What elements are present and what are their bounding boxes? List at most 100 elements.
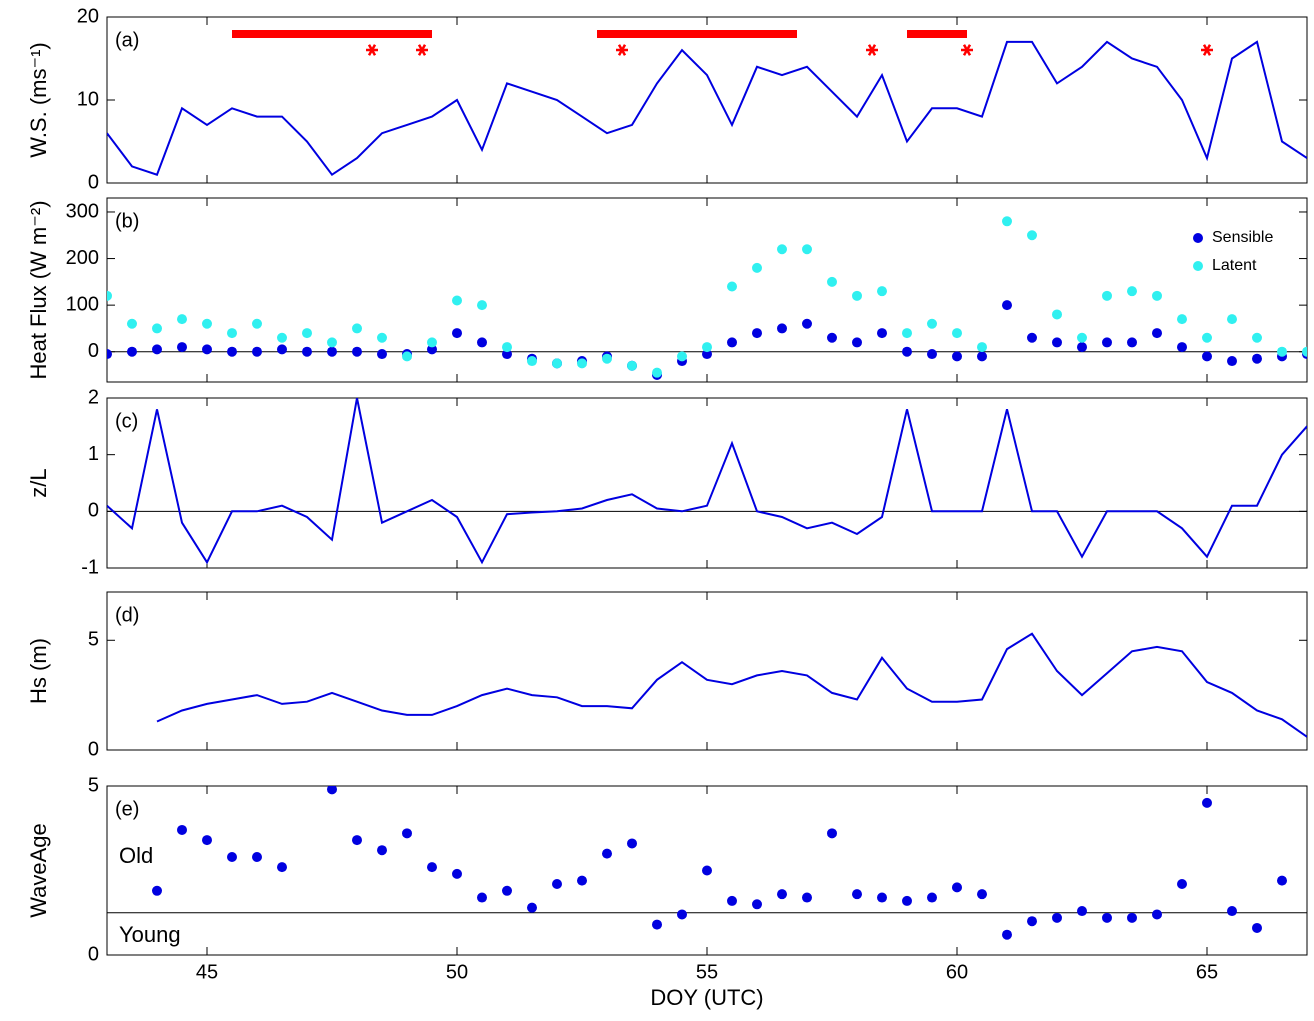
- data-point: [777, 323, 787, 334]
- data-point: [1177, 342, 1187, 353]
- data-point: [1127, 286, 1137, 297]
- data-point: [227, 851, 237, 862]
- data-point: [227, 346, 237, 357]
- data-point: [1252, 332, 1262, 343]
- data-point: [752, 262, 762, 273]
- panel: 0 10 20 W.S. (ms⁻¹) (a): [26, 5, 1308, 193]
- data-point: [527, 356, 537, 367]
- data-point: [327, 786, 337, 795]
- data-point: [952, 328, 962, 339]
- x-axis-label: DOY (UTC): [650, 985, 763, 1010]
- event-marker: [1201, 44, 1213, 56]
- plot-frame: [106, 16, 1308, 184]
- panel-label: (c): [115, 410, 138, 432]
- annotation: Young: [119, 922, 181, 947]
- plot-area: [156, 632, 1307, 738]
- data-point: [377, 845, 387, 856]
- data-point: [152, 323, 162, 334]
- data-point: [177, 342, 187, 353]
- data-point: [427, 337, 437, 348]
- data-point: [1252, 922, 1262, 933]
- data-point: [827, 332, 837, 343]
- data-point: [727, 337, 737, 348]
- plot-frame: [106, 591, 1308, 751]
- data-point: [1102, 912, 1112, 923]
- data-point: [302, 346, 312, 357]
- y-axis-label: W.S. (ms⁻¹): [26, 42, 51, 157]
- data-point: [252, 346, 262, 357]
- plot-area: [107, 216, 1307, 381]
- data-point: [927, 892, 937, 903]
- data-point: [352, 346, 362, 357]
- data-point: [702, 865, 712, 876]
- data-point: [1227, 906, 1237, 917]
- data-point: [202, 318, 212, 329]
- data-point: [1002, 300, 1012, 311]
- data-point: [1127, 912, 1137, 923]
- data-point: [802, 318, 812, 329]
- data-point: [1077, 906, 1087, 917]
- data-point: [727, 281, 737, 292]
- y-tick-label: 5: [88, 774, 99, 796]
- data-point: [827, 276, 837, 287]
- data-point: [1027, 332, 1037, 343]
- panel-label: (a): [115, 29, 139, 51]
- y-tick-label: 0: [88, 738, 99, 760]
- panel: 0 100 200 300 Heat Flux (W m⁻²) (b) Sensible La…: [26, 197, 1308, 383]
- y-tick-label: 2: [88, 386, 99, 408]
- data-point: [452, 328, 462, 339]
- data-point: [802, 244, 812, 255]
- data-point: [152, 344, 162, 355]
- data-point: [977, 351, 987, 362]
- data-point: [352, 323, 362, 334]
- legend-swatch: [1193, 233, 1203, 243]
- data-point: [1102, 337, 1112, 348]
- data-point: [777, 889, 787, 900]
- data-point: [952, 351, 962, 362]
- data-point: [202, 344, 212, 355]
- legend-label: Sensible: [1212, 229, 1273, 246]
- data-point: [1152, 909, 1162, 920]
- data-point: [1052, 337, 1062, 348]
- data-point: [427, 344, 437, 355]
- y-tick-label: 300: [66, 200, 99, 222]
- panel-label: (e): [115, 798, 139, 820]
- data-point: [852, 889, 862, 900]
- data-point: [177, 314, 187, 325]
- data-point: [377, 332, 387, 343]
- data-line: [107, 398, 1307, 565]
- data-point: [577, 358, 587, 369]
- data-point: [477, 337, 487, 348]
- y-tick-label: 20: [77, 5, 99, 27]
- data-point: [602, 353, 612, 364]
- panel: -1 0 1 2 z/L (c): [26, 386, 1308, 578]
- data-point: [452, 295, 462, 306]
- panel-label: (d): [115, 604, 139, 626]
- data-point: [1227, 356, 1237, 367]
- panel: 45 50 55 60 65 0 5 WaveAge DOY (UTC) (e) Old Young: [26, 774, 1308, 1010]
- data-point: [627, 360, 637, 371]
- panel: 0 5 Hs (m) (d): [26, 591, 1308, 760]
- data-point: [302, 328, 312, 339]
- data-point: [1077, 342, 1087, 353]
- data-point: [1052, 309, 1062, 320]
- data-point: [177, 824, 187, 835]
- data-point: [1077, 332, 1087, 343]
- data-point: [1302, 346, 1307, 357]
- data-point: [802, 892, 812, 903]
- event-marker: [961, 44, 973, 56]
- data-point: [627, 838, 637, 849]
- data-point: [877, 892, 887, 903]
- data-point: [727, 895, 737, 906]
- y-axis-label: z/L: [26, 468, 51, 497]
- data-point: [1027, 916, 1037, 927]
- plot-area: [107, 398, 1307, 565]
- legend-label: Latent: [1212, 257, 1257, 274]
- data-point: [827, 828, 837, 839]
- data-point: [677, 909, 687, 920]
- data-point: [677, 351, 687, 362]
- data-point: [902, 346, 912, 357]
- annotation: Old: [119, 843, 153, 868]
- data-point: [852, 337, 862, 348]
